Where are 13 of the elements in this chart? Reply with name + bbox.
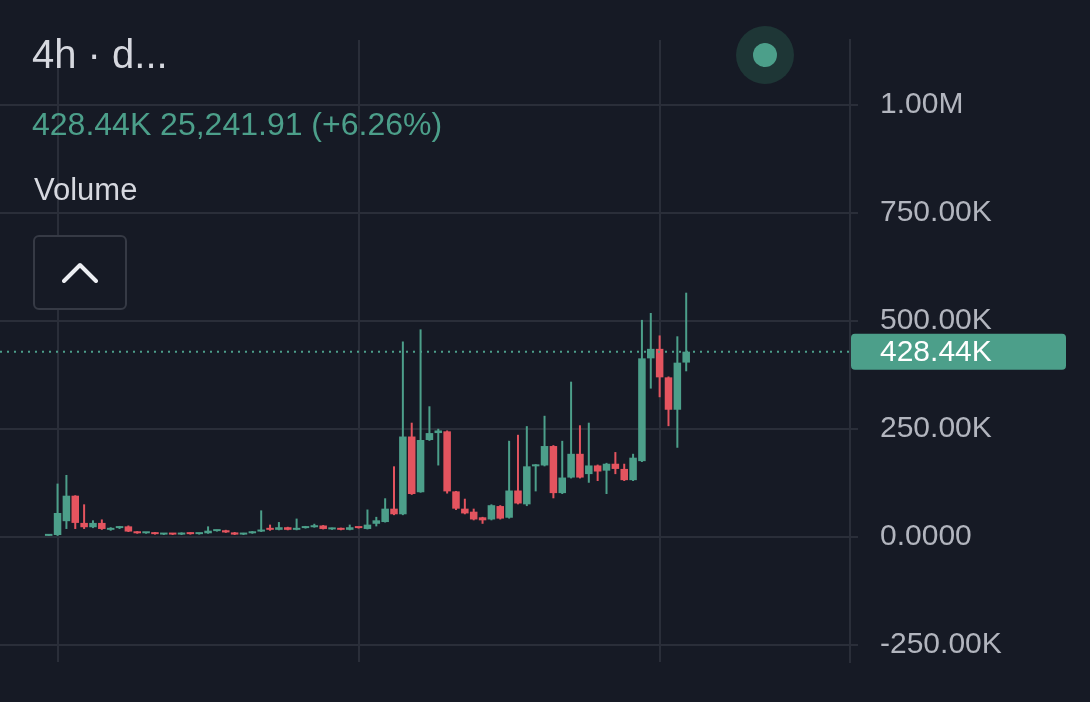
ref-line-label: 428.44K: [880, 333, 992, 367]
y-tick-label: 750.00K: [880, 194, 992, 228]
candlestick: [434, 428, 443, 466]
annotation: Volume: [34, 171, 138, 209]
candlestick: [531, 464, 540, 492]
y-tick-label: -250.00K: [880, 625, 1002, 659]
y-tick-label: 500.00K: [880, 302, 992, 336]
y-tick-label: 0.0000: [880, 518, 972, 551]
y-tick-label: 1.00M: [880, 86, 964, 120]
candlestick: [390, 466, 398, 516]
y-tick-label: 250.00K: [880, 410, 992, 444]
text: 428.44K 25,241.91 (+6.26%): [32, 105, 443, 144]
chart-title: 4h · d...: [32, 31, 168, 78]
